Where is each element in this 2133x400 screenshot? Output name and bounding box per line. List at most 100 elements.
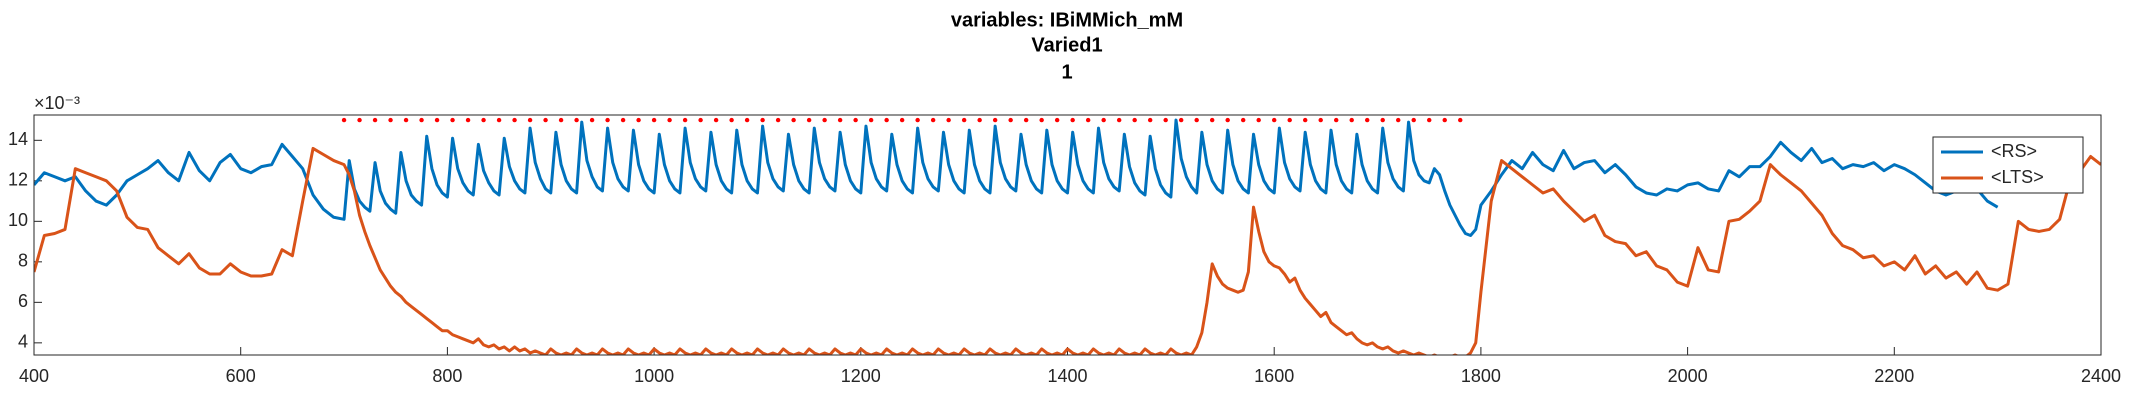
x-tick-label: 2400 [2081,366,2121,386]
event-marker [977,117,982,123]
event-marker [651,117,657,123]
y-tick-label: 8 [18,251,28,271]
event-marker [1334,117,1339,123]
event-marker [1442,117,1447,123]
y-tick-label: 6 [18,291,28,311]
event-marker [543,117,548,123]
event-marker [915,117,920,123]
event-marker [589,117,595,123]
y-exponent: ×10⁻³ [34,93,80,113]
event-marker [1147,117,1153,123]
event-marker [1396,117,1401,123]
y-tick-label: 12 [8,170,28,190]
legend-label: <LTS> [1991,167,2044,187]
event-marker [1008,117,1013,123]
event-marker [1318,117,1323,123]
y-tick-label: 10 [8,210,28,230]
event-marker [1427,117,1432,123]
event-marker [481,117,486,123]
event-marker [1365,117,1370,123]
y-tick-label: 4 [18,332,28,352]
event-marker [667,117,672,123]
x-tick-label: 1200 [841,366,881,386]
event-marker [1116,117,1122,123]
event-marker [1023,117,1029,123]
x-tick-label: 1400 [1047,366,1087,386]
chart-subtitle: 1 [1061,61,1072,83]
legend-label: <RS> [1991,141,2037,161]
event-marker [775,117,781,123]
event-marker [620,117,626,123]
event-marker [450,117,455,123]
event-marker [558,117,564,123]
event-marker [946,117,951,123]
x-tick-label: 1800 [1461,366,1501,386]
event-marker [496,117,502,123]
event-marker [1458,117,1463,123]
event-marker [1178,117,1184,123]
event-marker [868,117,874,123]
series-line [34,146,2101,355]
event-marker [1380,117,1385,123]
event-marker [791,117,796,123]
event-marker [884,117,889,123]
event-marker [388,117,393,123]
event-marker [729,117,734,123]
event-marker [899,117,905,123]
event-marker [698,117,703,123]
event-marker [1039,117,1044,123]
plot-area [34,118,2101,355]
axes-box [33,114,2102,356]
event-marker [574,117,579,123]
event-marker [419,117,424,123]
series-line [34,118,1999,238]
event-marker [992,117,998,123]
event-marker [1349,117,1354,123]
event-marker [713,117,719,123]
chart-subtitle: Varied1 [1031,34,1102,56]
event-marker [403,117,409,123]
chart-title: variables: IBiMMich_mM [951,9,1183,31]
event-marker [930,117,936,123]
event-marker [1209,117,1215,123]
event-marker [1085,117,1091,123]
event-marker [1054,117,1060,123]
x-tick-label: 2200 [1874,366,1914,386]
event-marker [822,117,827,123]
event-marker [372,117,378,123]
event-marker [605,117,610,123]
event-marker [1070,117,1075,123]
event-marker [760,117,765,123]
event-marker [853,117,858,123]
event-marker [1287,117,1292,123]
event-marker [806,117,812,123]
event-marker [744,117,750,123]
event-marker [636,117,641,123]
event-marker [1256,117,1261,123]
event-marker [1225,117,1230,123]
x-tick-label: 800 [432,366,462,386]
event-marker [1303,117,1308,123]
x-tick-label: 600 [226,366,256,386]
event-marker [465,117,471,123]
event-marker [341,117,347,123]
event-marker [837,117,843,123]
event-marker [1411,117,1416,123]
event-marker [1163,117,1168,123]
event-marker [1194,117,1199,123]
event-marker [1240,117,1246,123]
event-marker [682,117,688,123]
event-marker [961,117,967,123]
x-tick-label: 1000 [634,366,674,386]
event-marker [1272,117,1277,123]
legend-box [1932,136,2084,194]
x-tick-label: 1600 [1254,366,1294,386]
x-tick-label: 2000 [1668,366,1708,386]
event-marker [357,117,362,123]
event-marker [1132,117,1137,123]
x-tick-label: 400 [19,366,49,386]
y-tick-label: 14 [8,129,28,149]
